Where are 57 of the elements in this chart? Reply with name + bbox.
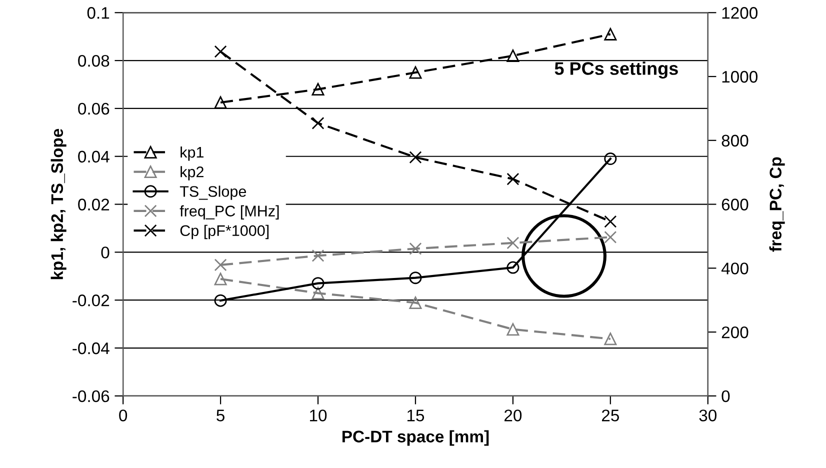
point (506, 172, 520, 186)
y2-axis-title: freq_PC, Cp (769, 157, 785, 252)
point (409, 242, 422, 255)
point (604, 332, 617, 346)
x-tick-label: 15 (407, 410, 424, 422)
y-tick-label: 0.06 (78, 102, 110, 115)
x-tick-label: 25 (602, 410, 619, 422)
legend-label: kp2 (180, 166, 204, 180)
y2-tick-label: 200 (722, 326, 748, 338)
legend-label: TS_Slope (180, 186, 246, 200)
point (506, 236, 520, 250)
point (409, 296, 422, 309)
point (604, 152, 617, 166)
point (312, 277, 324, 290)
legend-label: Cp [pF*1000] (180, 224, 269, 240)
x-axis-title: PC-DT space [mm] (342, 430, 489, 446)
y-tick-label: -0.04 (72, 342, 110, 354)
legend-label: kp1 (180, 146, 204, 161)
legend-label: freq_PC [MHz] (180, 205, 279, 220)
point (604, 28, 617, 40)
y2-tick-label: 600 (722, 198, 748, 210)
y2-tick-label: 1000 (722, 70, 758, 83)
point (409, 151, 422, 164)
y-tick-label: 0.04 (78, 150, 110, 163)
point (312, 83, 324, 96)
x-tick-label: 0 (119, 410, 128, 422)
point (214, 294, 227, 307)
x-tick-label: 5 (216, 410, 224, 422)
annotation: 5 PCs settings (554, 62, 678, 79)
point (506, 261, 520, 274)
x-tick-label: 10 (310, 410, 327, 422)
point (506, 323, 520, 336)
point (604, 230, 617, 244)
point (214, 45, 227, 58)
y-tick-label: -0.06 (72, 390, 110, 402)
y-tick-label: -0.02 (72, 294, 110, 306)
x-tick-label: 30 (699, 410, 716, 422)
point (409, 272, 422, 284)
point (409, 66, 422, 79)
y2-tick-label: 800 (722, 134, 748, 147)
point (312, 116, 324, 130)
point (214, 272, 227, 286)
y-axis-title: kp1, kp2, TS_Slope (50, 128, 66, 280)
point (506, 50, 520, 62)
point (312, 286, 324, 300)
y-tick-label: 0.08 (78, 54, 110, 67)
y-tick-label: 0.02 (78, 198, 110, 210)
point (214, 258, 227, 272)
y2-tick-label: 400 (721, 262, 748, 274)
y-tick-label: 0.1 (87, 7, 110, 19)
y2-tick-label: 0 (722, 390, 730, 402)
point (604, 215, 617, 228)
y-tick-label: 0 (101, 246, 110, 258)
point (312, 249, 324, 262)
point (214, 96, 227, 109)
x-tick-label: 20 (504, 410, 522, 422)
y2-tick-label: 1200 (722, 7, 758, 19)
